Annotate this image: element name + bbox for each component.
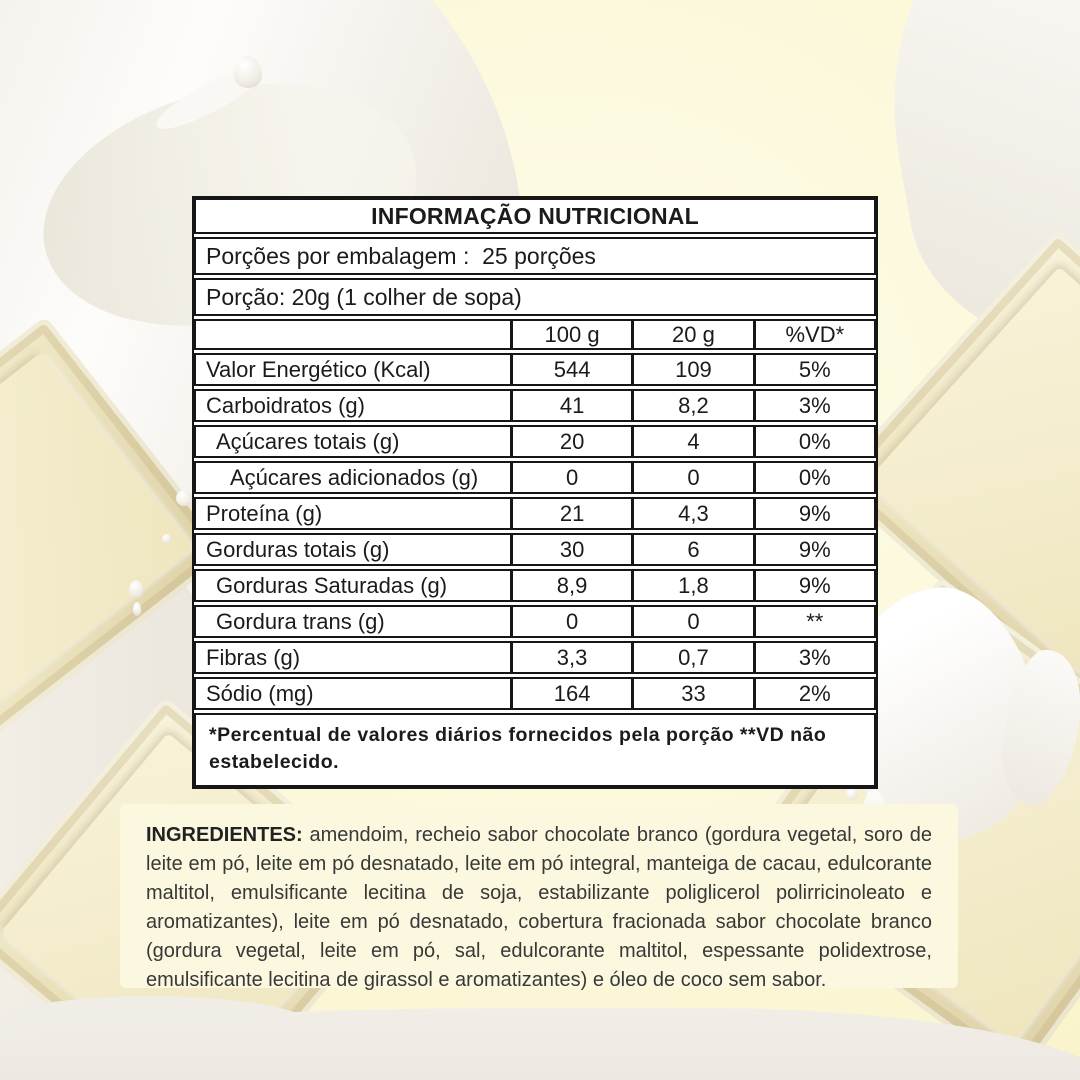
milk-droplet: [234, 56, 262, 88]
nutrient-label: Gorduras Saturadas (g): [216, 572, 448, 598]
value-vd: **: [752, 607, 874, 636]
value-20g: 0: [631, 607, 752, 636]
value-100g: 3,3: [509, 643, 631, 672]
nutrient-label: Carboidratos (g): [206, 392, 365, 418]
ingredients-body: amendoim, recheio sabor chocolate branco…: [146, 824, 933, 991]
nutrient-row-energia: Valor Energético (Kcal) 544 109 5%: [194, 353, 876, 386]
value-vd: 0%: [752, 427, 874, 456]
nutrient-label: Sódio (mg): [206, 680, 314, 706]
value-20g: 0: [631, 463, 752, 492]
nutrient-label: Fibras (g): [206, 644, 301, 670]
ingredients-panel: INGREDIENTES: amendoim, recheio sabor ch…: [120, 804, 958, 991]
nutrient-label: Valor Energético (Kcal): [206, 356, 431, 382]
column-header-100g: 100 g: [509, 321, 631, 348]
milk-droplet: [846, 788, 858, 800]
value-20g: 33: [631, 679, 752, 708]
value-100g: 8,9: [509, 571, 631, 600]
nutrition-table-title: INFORMAÇÃO NUTRICIONAL: [194, 198, 876, 234]
daily-values-footnote: *Percentual de valores diários fornecido…: [194, 713, 876, 787]
value-20g: 4,3: [631, 499, 752, 528]
value-100g: 30: [509, 535, 631, 564]
nutrient-label: Gorduras totais (g): [206, 536, 390, 562]
column-header-20g: 20 g: [631, 321, 752, 348]
value-100g: 544: [509, 355, 631, 384]
value-20g: 4: [631, 427, 752, 456]
nutrient-row-sodio: Sódio (mg) 164 33 2%: [194, 677, 876, 710]
value-vd: 9%: [752, 535, 874, 564]
milk-pool-bottom: [0, 1008, 1080, 1080]
nutrient-label: Gordura trans (g): [216, 608, 385, 634]
nutrient-row-fibras: Fibras (g) 3,3 0,7 3%: [194, 641, 876, 674]
milk-droplet: [176, 490, 192, 506]
nutrient-row-proteina: Proteína (g) 21 4,3 9%: [194, 497, 876, 530]
column-header-row: 100 g 20 g %VD*: [194, 319, 876, 350]
value-vd: 3%: [752, 391, 874, 420]
value-100g: 20: [509, 427, 631, 456]
value-100g: 164: [509, 679, 631, 708]
nutrient-label: Proteína (g): [206, 500, 323, 526]
column-header-vd: %VD*: [752, 321, 874, 348]
nutrient-row-gordura-trans: Gordura trans (g) 0 0 **: [194, 605, 876, 638]
milk-droplet: [129, 580, 143, 598]
nutrient-label: Açúcares totais (g): [216, 428, 400, 454]
value-100g: 41: [509, 391, 631, 420]
servings-per-package-row: Porções por embalagem : 25 porções: [194, 237, 876, 275]
value-vd: 3%: [752, 643, 874, 672]
value-vd: 2%: [752, 679, 874, 708]
value-100g: 21: [509, 499, 631, 528]
column-header-blank: [196, 321, 510, 348]
value-20g: 8,2: [631, 391, 752, 420]
nutrient-row-acucares-totais: Açúcares totais (g) 20 4 0%: [194, 425, 876, 458]
value-vd: 5%: [752, 355, 874, 384]
ingredients-label: INGREDIENTES:: [146, 824, 303, 846]
nutrient-row-carboidratos: Carboidratos (g) 41 8,2 3%: [194, 389, 876, 422]
value-20g: 6: [631, 535, 752, 564]
ingredients-text: INGREDIENTES: amendoim, recheio sabor ch…: [146, 821, 932, 995]
milk-droplet: [162, 534, 171, 543]
nutrient-row-gorduras-totais: Gorduras totais (g) 30 6 9%: [194, 533, 876, 566]
nutrient-label: Açúcares adicionados (g): [230, 464, 479, 490]
value-20g: 0,7: [631, 643, 752, 672]
value-vd: 0%: [752, 463, 874, 492]
portion-size-row: Porção: 20g (1 colher de sopa): [194, 278, 876, 316]
value-20g: 1,8: [631, 571, 752, 600]
value-vd: 9%: [752, 571, 874, 600]
value-vd: 9%: [752, 499, 874, 528]
nutrient-row-gorduras-saturadas: Gorduras Saturadas (g) 8,9 1,8 9%: [194, 569, 876, 602]
nutrition-table: INFORMAÇÃO NUTRICIONAL Porções por embal…: [192, 196, 878, 789]
milk-droplet: [133, 602, 141, 616]
value-100g: 0: [509, 607, 631, 636]
value-20g: 109: [631, 355, 752, 384]
value-100g: 0: [509, 463, 631, 492]
nutrient-row-acucares-adicionados: Açúcares adicionados (g) 0 0 0%: [194, 461, 876, 494]
